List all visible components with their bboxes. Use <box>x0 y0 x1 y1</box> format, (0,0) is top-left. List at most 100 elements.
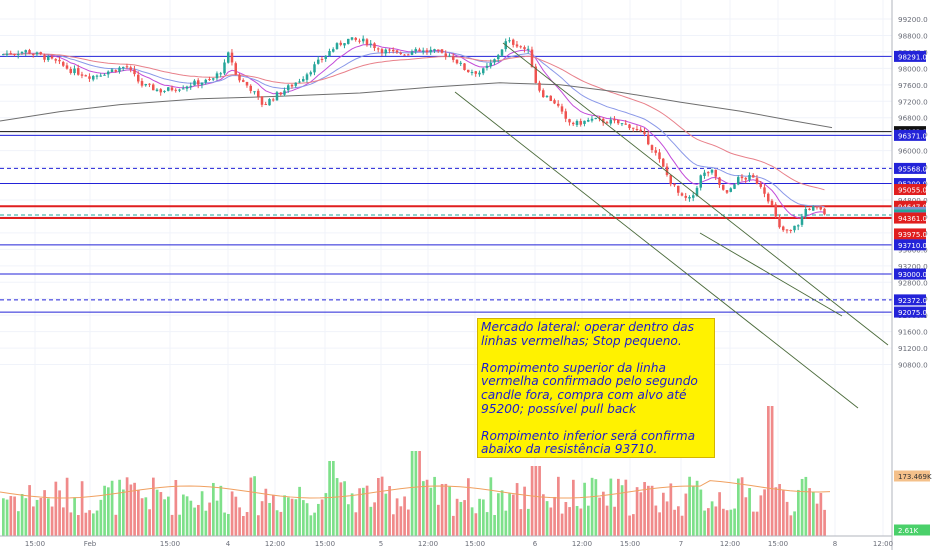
candle-body <box>152 84 155 91</box>
volume-bar <box>5 499 9 536</box>
candle-body <box>313 64 316 73</box>
candle-body <box>639 129 642 132</box>
candle-body <box>137 74 140 82</box>
volume-bar <box>290 498 294 536</box>
candle-body <box>272 99 275 101</box>
volume-bar <box>24 498 28 536</box>
candle-body <box>320 58 324 60</box>
price-tick-label: 90800.0 <box>898 361 928 370</box>
price-tick-label: 97200.0 <box>898 97 928 106</box>
candle-body <box>523 47 526 49</box>
candle-body <box>249 85 252 91</box>
annotation-note[interactable]: Mercado lateral: operar dentro das linha… <box>477 318 715 458</box>
volume-bar <box>332 461 335 536</box>
volume-bar <box>35 499 39 536</box>
volume-bar <box>155 489 159 536</box>
volume-bar <box>395 498 399 536</box>
volume-bar <box>459 501 463 536</box>
volume-tag-label: 2.61K <box>898 527 919 535</box>
volume-bar <box>609 478 613 536</box>
volume-bar <box>815 503 819 536</box>
volume-bar <box>583 482 586 536</box>
price-tick-label: 91200.0 <box>898 344 928 353</box>
candle-body <box>587 120 590 122</box>
candle-body <box>212 78 215 80</box>
volume-bar <box>215 500 219 536</box>
volume-bar <box>774 487 778 536</box>
candle-body <box>804 209 807 217</box>
volume-bar <box>605 505 609 536</box>
candle-body <box>380 49 384 53</box>
candle-body <box>257 90 260 97</box>
price-tag <box>894 306 926 318</box>
candle-body <box>80 74 84 76</box>
volume-bar <box>429 487 433 536</box>
volume-bar <box>268 502 271 536</box>
candle-body <box>722 184 725 190</box>
candle-body <box>170 87 174 91</box>
volume-bar <box>628 515 631 536</box>
volume-bar <box>365 485 369 536</box>
volume-bar <box>305 503 309 536</box>
candle-body <box>125 66 129 68</box>
volume-bar <box>369 506 373 536</box>
volume-bar <box>579 508 583 536</box>
volume-bar <box>733 508 736 536</box>
candle-body <box>500 49 504 56</box>
volume-bar <box>174 479 178 536</box>
volume-bar <box>54 481 58 536</box>
candle-body <box>283 90 286 95</box>
volume-bar <box>58 490 61 536</box>
time-axis: 15:00 Feb 15:00 4 12:00 15:00 5 12:00 15:00 6 12:0… <box>0 535 893 548</box>
volume-bar <box>804 476 808 536</box>
volume-bar <box>39 497 43 536</box>
price-tag-label: 96371.0 <box>898 132 927 140</box>
volume-bar <box>163 499 166 536</box>
volume-bar <box>403 496 406 536</box>
time-tick-label: 15:00 <box>25 540 45 548</box>
volume-bar <box>182 494 185 536</box>
candle-body <box>114 70 117 72</box>
candle-body <box>234 63 237 75</box>
volume-bar <box>302 500 305 536</box>
channel-lower-line <box>454 91 859 409</box>
candle-body <box>650 145 654 151</box>
price-tag <box>894 200 926 212</box>
price-level-tags: 98291.096462.096371.095568.095200.095055… <box>894 50 932 536</box>
candle-body <box>354 37 357 40</box>
volume-bar <box>9 496 13 536</box>
candle-body <box>793 225 796 231</box>
price-tick-label: 94800.0 <box>898 196 928 205</box>
volume-bar <box>530 466 534 536</box>
volume-bar <box>452 515 455 536</box>
volume-bar <box>688 476 691 536</box>
volume-bar <box>590 477 594 536</box>
volume-bar <box>298 486 301 536</box>
price-tag <box>894 239 926 251</box>
candle-body <box>429 49 432 53</box>
candle-body <box>362 38 365 42</box>
volume-bar <box>755 511 759 536</box>
volume-bar <box>485 512 489 536</box>
candle-body <box>680 193 684 196</box>
candle-body <box>568 119 571 123</box>
volume-bar <box>159 492 163 536</box>
volume-bar <box>455 498 459 536</box>
candle-body <box>748 175 751 180</box>
candle-body <box>800 216 804 225</box>
candle-body <box>774 204 777 217</box>
candle-body <box>752 175 755 178</box>
volume-bar <box>347 504 350 536</box>
volume-bar <box>69 512 73 536</box>
candle-body <box>395 50 399 53</box>
candle-body <box>718 177 721 185</box>
candle-body <box>110 69 114 73</box>
candle-body <box>684 195 687 198</box>
volume-bar <box>564 502 568 536</box>
volume-bar <box>568 507 571 536</box>
candle-body <box>264 104 267 106</box>
volume-bar <box>84 512 88 536</box>
volume-bar <box>643 482 646 536</box>
candle-body <box>707 172 710 174</box>
